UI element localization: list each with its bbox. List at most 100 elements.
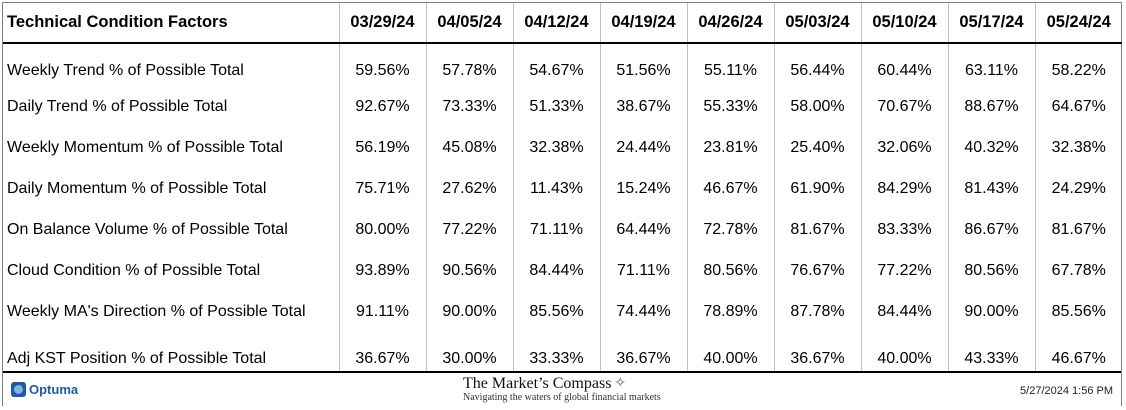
table-cell: 36.67%: [600, 332, 688, 374]
table-cell: 15.24%: [600, 168, 688, 209]
table-cell: 93.89%: [339, 250, 427, 291]
table-cell: 86.67%: [948, 209, 1036, 250]
row-label: On Balance Volume % of Possible Total: [3, 209, 340, 250]
table-cell: 57.78%: [426, 43, 514, 86]
table-cell: 88.67%: [948, 86, 1036, 127]
table-cell: 77.22%: [861, 250, 949, 291]
table-cell: 90.56%: [426, 250, 514, 291]
table-cell: 43.33%: [948, 332, 1036, 374]
table-cell: 60.44%: [861, 43, 949, 86]
header-date: 05/03/24: [774, 3, 862, 44]
table-row: Weekly MA's Direction % of Possible Tota…: [3, 291, 1122, 332]
table-cell: 55.33%: [687, 86, 775, 127]
table-cell: 72.78%: [687, 209, 775, 250]
header-date: 05/10/24: [861, 3, 949, 44]
header-date: 04/12/24: [513, 3, 601, 44]
table-cell: 38.67%: [600, 86, 688, 127]
row-label: Weekly MA's Direction % of Possible Tota…: [3, 291, 340, 332]
table-row: Weekly Trend % of Possible Total 59.56% …: [3, 43, 1122, 86]
table-cell: 32.38%: [1051, 138, 1106, 156]
row-label: Daily Trend % of Possible Total: [3, 86, 340, 127]
header-date: 05/17/24: [948, 3, 1036, 44]
table-cell: 90.00%: [426, 291, 514, 332]
market-compass-brand: The Market’s Compass ✧ Navigating the wa…: [463, 375, 661, 404]
timestamp: 5/27/2024 1:56 PM: [1020, 385, 1113, 397]
table-row: Adj KST Position % of Possible Total 36.…: [3, 332, 1122, 374]
table-cell: 77.22%: [426, 209, 514, 250]
table-cell: 58.22%: [1051, 62, 1106, 79]
optuma-logo: Optuma: [11, 382, 78, 397]
table-cell: 67.78%: [1051, 261, 1106, 279]
table-row: Cloud Condition % of Possible Total 93.8…: [3, 250, 1122, 291]
header-date: 03/29/24: [339, 3, 427, 44]
table-row: Daily Momentum % of Possible Total 75.71…: [3, 168, 1122, 209]
header-date: 05/24/24: [1035, 3, 1122, 44]
row-label: Adj KST Position % of Possible Total: [3, 332, 340, 374]
row-label: Cloud Condition % of Possible Total: [3, 250, 340, 291]
table-cell: 30.00%: [426, 332, 514, 374]
table-cell: 87.78%: [774, 291, 862, 332]
table-cell: 78.89%: [687, 291, 775, 332]
header-date: 04/26/24: [687, 3, 775, 44]
table-cell: 46.67%: [1051, 350, 1106, 367]
table-cell: 11.43%: [513, 168, 601, 209]
table-cell: 84.44%: [513, 250, 601, 291]
table-cell: 36.67%: [339, 332, 427, 374]
compass-rose-icon: ✧: [614, 376, 627, 391]
table-cell: 80.00%: [339, 209, 427, 250]
table-cell: 84.44%: [861, 291, 949, 332]
table-cell: 80.56%: [687, 250, 775, 291]
table-row: On Balance Volume % of Possible Total 80…: [3, 209, 1122, 250]
table-cell: 71.11%: [600, 250, 688, 291]
table-cell: 63.11%: [948, 43, 1036, 86]
header-row: Technical Condition Factors 03/29/24 04/…: [3, 3, 1122, 44]
table-cell: 75.71%: [339, 168, 427, 209]
table-cell: 54.67%: [513, 43, 601, 86]
technical-condition-table: Technical Condition Factors 03/29/24 04/…: [3, 3, 1122, 374]
table-cell: 81.67%: [1051, 220, 1106, 238]
table-cell: 33.33%: [513, 332, 601, 374]
compass-title: The Market’s Compass: [463, 375, 612, 392]
table-cell: 40.00%: [861, 332, 949, 374]
table-cell: 92.67%: [339, 86, 427, 127]
table-cell: 55.11%: [687, 43, 775, 86]
table-cell: 85.56%: [1051, 302, 1106, 320]
table-cell: 71.11%: [513, 209, 601, 250]
table-cell: 51.33%: [513, 86, 601, 127]
table-cell: 59.56%: [339, 43, 427, 86]
table-cell: 36.67%: [774, 332, 862, 374]
header-date: 04/19/24: [600, 3, 688, 44]
table-cell: 91.11%: [339, 291, 427, 332]
table-cell: 85.56%: [513, 291, 601, 332]
table-cell: 90.00%: [948, 291, 1036, 332]
table-cell: 84.29%: [861, 168, 949, 209]
table-cell: 74.44%: [600, 291, 688, 332]
table-cell: 81.43%: [948, 168, 1036, 209]
table-cell: 27.62%: [426, 168, 514, 209]
table-cell: 58.00%: [774, 86, 862, 127]
table-cell: 32.38%: [513, 127, 601, 168]
table-cell: 45.08%: [426, 127, 514, 168]
table-cell: 51.56%: [600, 43, 688, 86]
table-cell: 70.67%: [861, 86, 949, 127]
optuma-logo-text: Optuma: [29, 382, 79, 397]
table-row: Daily Trend % of Possible Total 92.67% 7…: [3, 86, 1122, 127]
row-label: Daily Momentum % of Possible Total: [3, 168, 340, 209]
optuma-logo-icon: [11, 382, 26, 397]
table-cell: 46.67%: [687, 168, 775, 209]
table-cell: 81.67%: [774, 209, 862, 250]
table-cell: 23.81%: [687, 127, 775, 168]
table-cell: 64.44%: [600, 209, 688, 250]
table-cell: 56.44%: [774, 43, 862, 86]
table-row: Weekly Momentum % of Possible Total 56.1…: [3, 127, 1122, 168]
table-cell: 32.06%: [861, 127, 949, 168]
table-cell: 25.40%: [774, 127, 862, 168]
report-footer: Optuma The Market’s Compass ✧ Navigating…: [3, 371, 1121, 406]
header-label: Technical Condition Factors: [3, 3, 340, 44]
table-cell: 80.56%: [948, 250, 1036, 291]
compass-subtitle: Navigating the waters of global financia…: [463, 392, 661, 403]
table-cell: 40.00%: [687, 332, 775, 374]
table-cell: 64.67%: [1051, 97, 1106, 115]
table-cell: 73.33%: [426, 86, 514, 127]
